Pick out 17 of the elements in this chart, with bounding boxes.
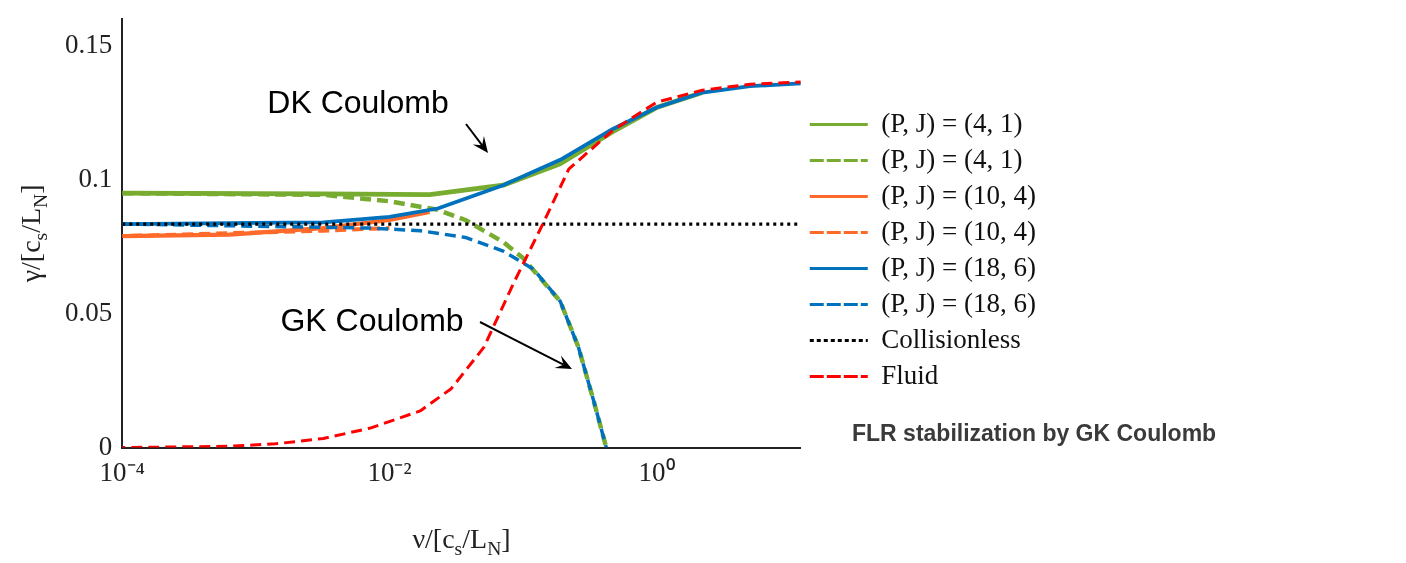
- legend-label: (P, J) = (10, 4): [881, 179, 1037, 210]
- annotation: GK Coulomb: [280, 301, 464, 338]
- legend-label: (P, J) = (4, 1): [881, 107, 1023, 138]
- legend-label: Fluid: [881, 359, 939, 390]
- legend-label: (P, J) = (18, 6): [881, 251, 1037, 282]
- legend-label: Collisionless: [881, 323, 1021, 354]
- annotation: DK Coulomb: [267, 83, 449, 120]
- y-axis-title: γ/[cs/LN]: [15, 184, 51, 284]
- legend-label: (P, J) = (4, 1): [881, 143, 1023, 174]
- y-tick-label: 0.1: [78, 162, 113, 193]
- x-tick-label: 10⁻²: [367, 456, 412, 487]
- x-tick-label: 10⁰: [638, 456, 675, 487]
- legend-label: (P, J) = (10, 4): [881, 215, 1037, 246]
- legend-label: (P, J) = (18, 6): [881, 287, 1037, 318]
- y-tick-label: 0.05: [65, 296, 113, 327]
- text: FLR stabilization by GK Coulomb: [852, 420, 1217, 447]
- y-tick-label: 0.15: [65, 29, 113, 60]
